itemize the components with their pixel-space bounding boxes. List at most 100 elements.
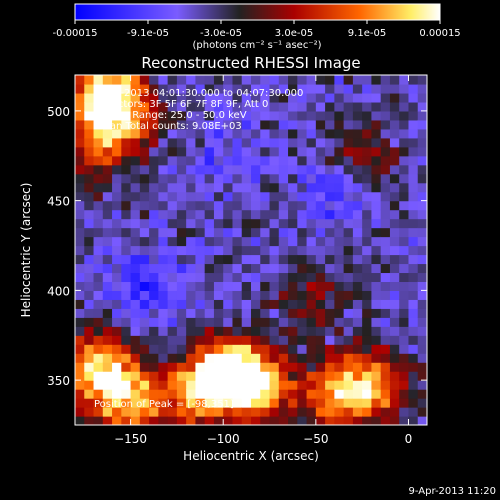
image-pixel: [158, 173, 169, 184]
image-pixel: [232, 182, 243, 193]
image-pixel: [241, 326, 252, 336]
image-pixel: [186, 173, 197, 184]
image-pixel: [149, 290, 159, 300]
y-tick-label: 400: [47, 284, 70, 298]
image-pixel: [223, 290, 234, 300]
image-pixel: [112, 155, 122, 166]
image-pixel: [343, 92, 354, 103]
image-pixel: [288, 83, 298, 94]
image-pixel: [315, 173, 326, 184]
image-pixel: [343, 119, 354, 130]
image-pixel: [93, 75, 104, 85]
image-pixel: [352, 281, 363, 291]
image-pixel: [315, 164, 326, 175]
image-pixel: [139, 227, 150, 238]
image-pixel: [352, 227, 363, 238]
image-pixel: [186, 308, 197, 318]
image-pixel: [75, 200, 85, 211]
image-pixel: [334, 362, 345, 372]
image-pixel: [251, 281, 261, 291]
image-pixel: [288, 137, 298, 148]
image-pixel: [121, 308, 132, 318]
image-pixel: [84, 380, 95, 390]
image-pixel: [371, 173, 382, 184]
image-pixel: [297, 389, 308, 399]
image-pixel: [204, 281, 215, 291]
image-pixel: [186, 236, 197, 247]
image-pixel: [130, 128, 141, 139]
image-pixel: [260, 389, 271, 399]
image-pixel: [130, 290, 141, 300]
image-pixel: [223, 380, 234, 390]
image-pixel: [389, 75, 400, 85]
image-pixel: [343, 362, 354, 372]
image-pixel: [167, 362, 178, 372]
image-pixel: [139, 299, 150, 309]
image-pixel: [223, 146, 234, 157]
image-pixel: [241, 308, 252, 318]
image-pixel: [223, 236, 234, 247]
image-pixel: [149, 209, 159, 220]
image-pixel: [241, 146, 252, 157]
image-pixel: [149, 128, 159, 139]
image-pixel: [288, 110, 298, 121]
image-pixel: [149, 344, 159, 354]
image-pixel: [139, 290, 150, 300]
image-pixel: [417, 407, 427, 417]
image-pixel: [186, 335, 197, 345]
image-pixel: [380, 308, 391, 318]
image-pixel: [195, 245, 206, 256]
image-pixel: [167, 299, 178, 309]
footer-timestamp: 9-Apr-2013 11:20: [409, 486, 496, 497]
image-pixel: [223, 281, 234, 291]
image-pixel: [260, 110, 271, 121]
image-pixel: [260, 209, 271, 220]
image-pixel: [251, 146, 261, 157]
image-pixel: [343, 317, 354, 327]
image-pixel: [241, 101, 252, 112]
image-pixel: [371, 317, 382, 327]
image-pixel: [260, 83, 271, 94]
image-pixel: [334, 227, 345, 238]
image-pixel: [306, 254, 317, 265]
image-pixel: [269, 335, 280, 345]
image-pixel: [102, 353, 113, 363]
image-pixel: [176, 245, 187, 256]
image-pixel: [176, 326, 187, 336]
image-pixel: [380, 164, 391, 175]
image-pixel: [130, 380, 141, 390]
image-pixel: [176, 416, 187, 425]
image-pixel: [417, 75, 427, 85]
image-pixel: [297, 380, 308, 390]
image-pixel: [241, 398, 252, 408]
image-pixel: [195, 236, 206, 247]
image-pixel: [278, 75, 289, 85]
image-pixel: [84, 209, 95, 220]
image-pixel: [371, 380, 382, 390]
image-pixel: [278, 119, 289, 130]
image-pixel: [278, 146, 289, 157]
image-pixel: [362, 362, 373, 372]
image-pixel: [352, 344, 363, 354]
image-pixel: [112, 92, 122, 103]
image-pixel: [380, 344, 391, 354]
image-pixel: [408, 164, 419, 175]
image-pixel: [380, 272, 391, 283]
image-pixel: [149, 371, 159, 381]
image-pixel: [352, 380, 363, 390]
image-pixel: [260, 263, 271, 274]
image-pixel: [334, 389, 345, 399]
image-pixel: [75, 236, 85, 247]
image-pixel: [352, 209, 363, 220]
image-pixel: [167, 146, 178, 157]
image-pixel: [278, 353, 289, 363]
image-pixel: [158, 200, 169, 211]
image-pixel: [75, 92, 85, 103]
image-pixel: [93, 308, 104, 318]
image-pixel: [102, 263, 113, 274]
image-pixel: [195, 344, 206, 354]
image-pixel: [306, 128, 317, 139]
image-pixel: [260, 344, 271, 354]
image-pixel: [260, 362, 271, 372]
image-pixel: [176, 110, 187, 121]
